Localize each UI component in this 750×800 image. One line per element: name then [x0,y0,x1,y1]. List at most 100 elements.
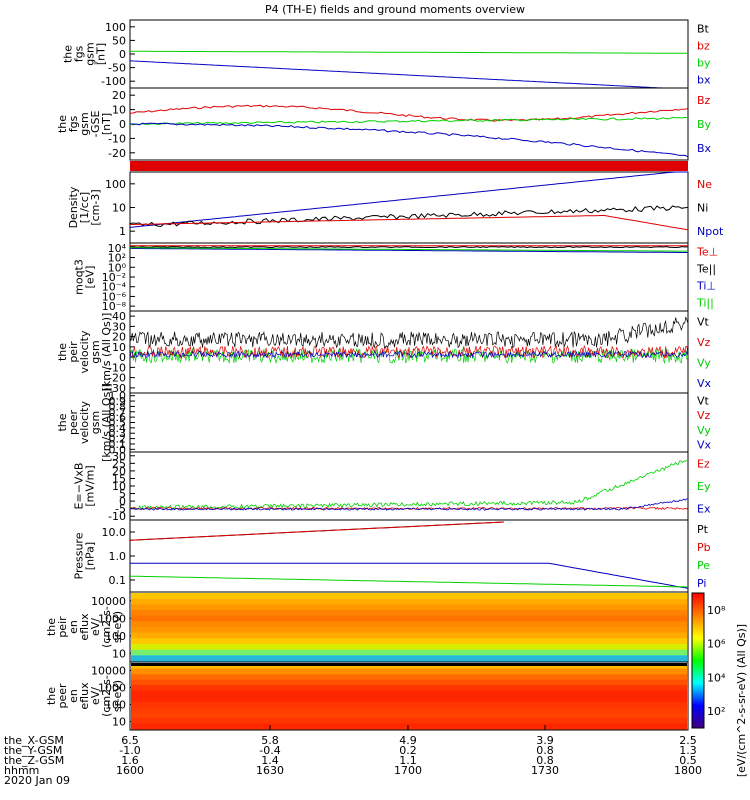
y-tick-label: 0.0 [109,443,127,456]
spectrogram-band [131,701,687,708]
series-Ez [129,506,689,511]
y-axis-label: [km/s (All Qs)] [100,383,113,462]
y-tick-label: 100 [105,630,126,643]
y-tick-label: 0.4 [109,422,127,435]
series-Vx [129,350,689,359]
legend-by: by [697,57,711,70]
y-tick-label: -10 [108,132,126,145]
y-axis-label: E=−VxB [73,463,86,510]
y-tick-label: 10.0 [102,526,127,539]
y-tick-label: 10 [112,341,126,354]
panel-frame [129,171,689,244]
y-axis-label: peer [56,683,69,709]
series-Ex [129,498,688,511]
legend-bx: bx [697,74,711,87]
spectrogram-band [131,712,687,719]
y-axis-label: gsm [78,112,91,135]
legend-Vz: Vz [697,409,711,422]
y-axis-label: eV/ [89,687,102,705]
panel-peir_eflux: 10000 1000 100 10 thepeirenefluxeV/(cm2-s-sr… [45,591,689,663]
y-tick-label: 0 [119,48,126,61]
y-axis-label: fgs [67,115,80,132]
y-tick-label: 1.0 [109,550,127,563]
y-axis-label: en [67,689,80,703]
spectrogram-band [131,644,687,651]
colorbar-rect [691,592,705,729]
panel-frame [129,242,689,312]
colorbar-tick-label: 10⁴ [707,671,726,684]
legend-Vx: Vx [697,439,712,452]
series-Ne [130,215,689,231]
y-tick-label: 30 [112,320,126,333]
legend-bz: bz [697,40,710,53]
y-tick-label: 0.5 [109,417,127,430]
spectrogram-band [131,655,687,662]
panel-density: 100 10 1 Density[1/cc][cm-3] Ne Ni Npot [67,171,724,244]
series-Vt [129,316,689,349]
status-bar-red [130,161,688,171]
series-Ey [129,460,688,511]
spectrogram-band [131,723,687,730]
y-axis-label: eflux [78,613,91,641]
panel-frame [129,19,689,89]
x-row-value: 0.2 [399,744,417,757]
series-by [130,50,688,54]
y-tick-label: 10⁻⁸ [102,300,127,313]
y-axis-label: (cm2-s- [100,606,113,648]
legend-Pe: Pe [697,559,710,572]
legend-Ti⊥: Ti⊥ [696,280,716,293]
panel-frame [129,87,689,161]
panel-frame [129,661,689,731]
y-axis-label: gsm [84,42,97,65]
spectrogram-band [131,598,687,605]
y-tick-label: 0.1 [109,574,127,587]
x-row-value: 1600 [116,764,144,777]
x-row-value: 1800 [674,764,702,777]
legend-Ez: Ez [697,457,710,470]
y-tick-label: 10 [112,104,126,117]
spectrogram-band [131,674,687,680]
y-axis-label: sr-eV) [111,680,124,712]
y-tick-label: 10⁻⁴ [102,281,127,294]
y-axis-label: the [56,343,69,361]
y-axis-label: en [67,620,80,634]
x-row-value: 1.3 [679,744,697,757]
spectrogram-band [131,632,687,639]
y-tick-label: 10 [112,716,126,729]
y-tick-label: 1000 [98,682,126,695]
y-tick-label: 1 [119,225,126,238]
series-By [129,116,689,126]
spectrogram-band [131,627,687,634]
legend-Vz: Vz [697,336,711,349]
y-axis-label: peir [56,616,69,638]
x-row-value: -0.4 [259,744,280,757]
y-tick-label: 10000 [91,595,126,608]
legend-Te⊥: Te⊥ [696,246,718,259]
legend-Vy: Vy [697,424,711,437]
y-tick-label: -10 [108,510,126,523]
series-Ni [129,205,689,228]
y-axis-label: the [45,618,58,636]
y-tick-label: 100 [105,21,126,34]
panel-frame [129,392,689,453]
spectrogram-band [131,593,687,600]
y-tick-label: 0.9 [109,395,127,408]
chart-title: P4 (TH-E) fields and ground moments over… [265,3,525,16]
y-tick-label: 1000 [98,612,126,625]
y-tick-label: -100 [101,75,126,88]
x-row-value: 1.1 [399,754,417,767]
legend-Vx: Vx [697,377,712,390]
spectrogram-band [131,668,687,675]
legend-Vt: Vt [697,315,710,328]
y-axis-label: peir [67,341,80,363]
y-tick-label: -20 [108,372,126,385]
x-row-value: 3.9 [536,734,554,747]
y-tick-label: 10² [108,252,126,265]
series-Tipar [130,247,689,252]
y-tick-label: 10000 [91,665,126,678]
x-row-value: 1700 [394,764,422,777]
spectrogram-band [131,615,687,622]
